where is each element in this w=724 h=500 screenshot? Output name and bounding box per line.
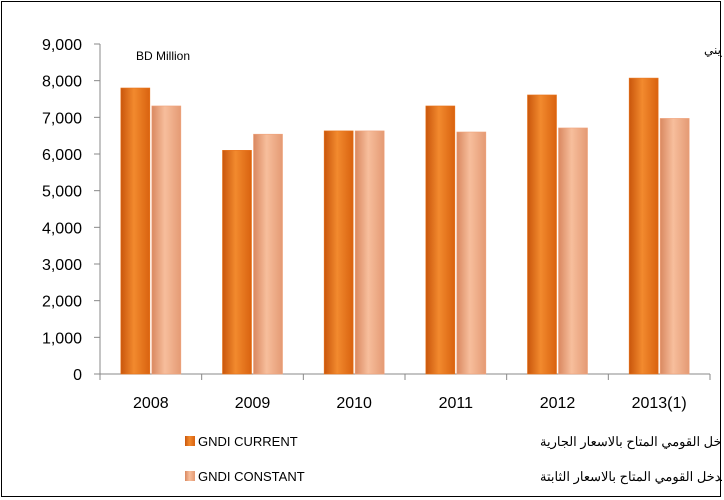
bar-gndi-constant	[456, 131, 487, 375]
legend-item-constant: GNDI CONSTANT اجمالي الدخل القومي المتاح…	[185, 469, 722, 485]
y-tick-label: 4,000	[42, 220, 82, 237]
legend-label-constant-ar: اجمالي الدخل القومي المتاح بالاسعار الثا…	[540, 469, 722, 485]
bar-gndi-current	[628, 77, 659, 375]
x-tick-label: 2010	[336, 395, 372, 412]
y-tick-label: 8,000	[42, 74, 82, 91]
legend-label-constant: GNDI CONSTANT	[198, 469, 305, 484]
legend-label-current-ar: اجمالي الدخل القومي المتاح بالاسعار الجا…	[540, 434, 722, 450]
x-tick-label: 2012	[540, 395, 576, 412]
legend-swatch-current	[185, 436, 195, 446]
unit-label-ar: مليون دينار بحريني	[704, 43, 722, 57]
legend-item-current: GNDI CURRENT اجمالي الدخل القومي المتاح …	[185, 434, 722, 450]
unit-label-en: BD Million	[136, 49, 190, 63]
y-tick-label: 7,000	[42, 110, 82, 127]
bar-gndi-current	[222, 150, 252, 375]
bar-gndi-constant	[354, 130, 385, 375]
bar-gndi-constant	[151, 105, 182, 375]
bar-gndi-constant	[558, 127, 588, 375]
bar-gndi-current	[120, 87, 151, 375]
bar-gndi-current	[527, 94, 557, 375]
x-tick-label: 2009	[235, 395, 271, 412]
legend: GNDI CURRENT اجمالي الدخل القومي المتاح …	[185, 434, 722, 485]
y-tick-label: 2,000	[42, 294, 82, 311]
x-tick-label: 2011	[439, 395, 474, 412]
bar-gndi-constant	[253, 133, 283, 375]
legend-swatch-constant	[185, 471, 195, 481]
bar-gndi-constant	[659, 118, 690, 375]
y-tick-label: 6,000	[42, 147, 82, 164]
y-axis: 0 1,000 2,000 3,000 4,000 5,000 6,000 7,000 8,00…	[42, 37, 101, 384]
bar-gndi-current	[323, 130, 354, 375]
y-tick-label: 3,000	[42, 257, 82, 274]
y-tick-label: 1,000	[42, 330, 82, 347]
x-axis: 2008 2009 2010 2011 2012 2013(1)	[99, 373, 711, 412]
bars-group	[120, 77, 690, 375]
bar-gndi-current	[425, 105, 456, 375]
legend-label-current: GNDI CURRENT	[198, 434, 298, 449]
y-tick-label: 5,000	[42, 184, 82, 201]
x-tick-label: 2013(1)	[632, 395, 687, 412]
y-tick-label: 0	[73, 367, 82, 384]
x-tick-label: 2008	[133, 395, 169, 412]
y-tick-label: 9,000	[42, 37, 82, 54]
